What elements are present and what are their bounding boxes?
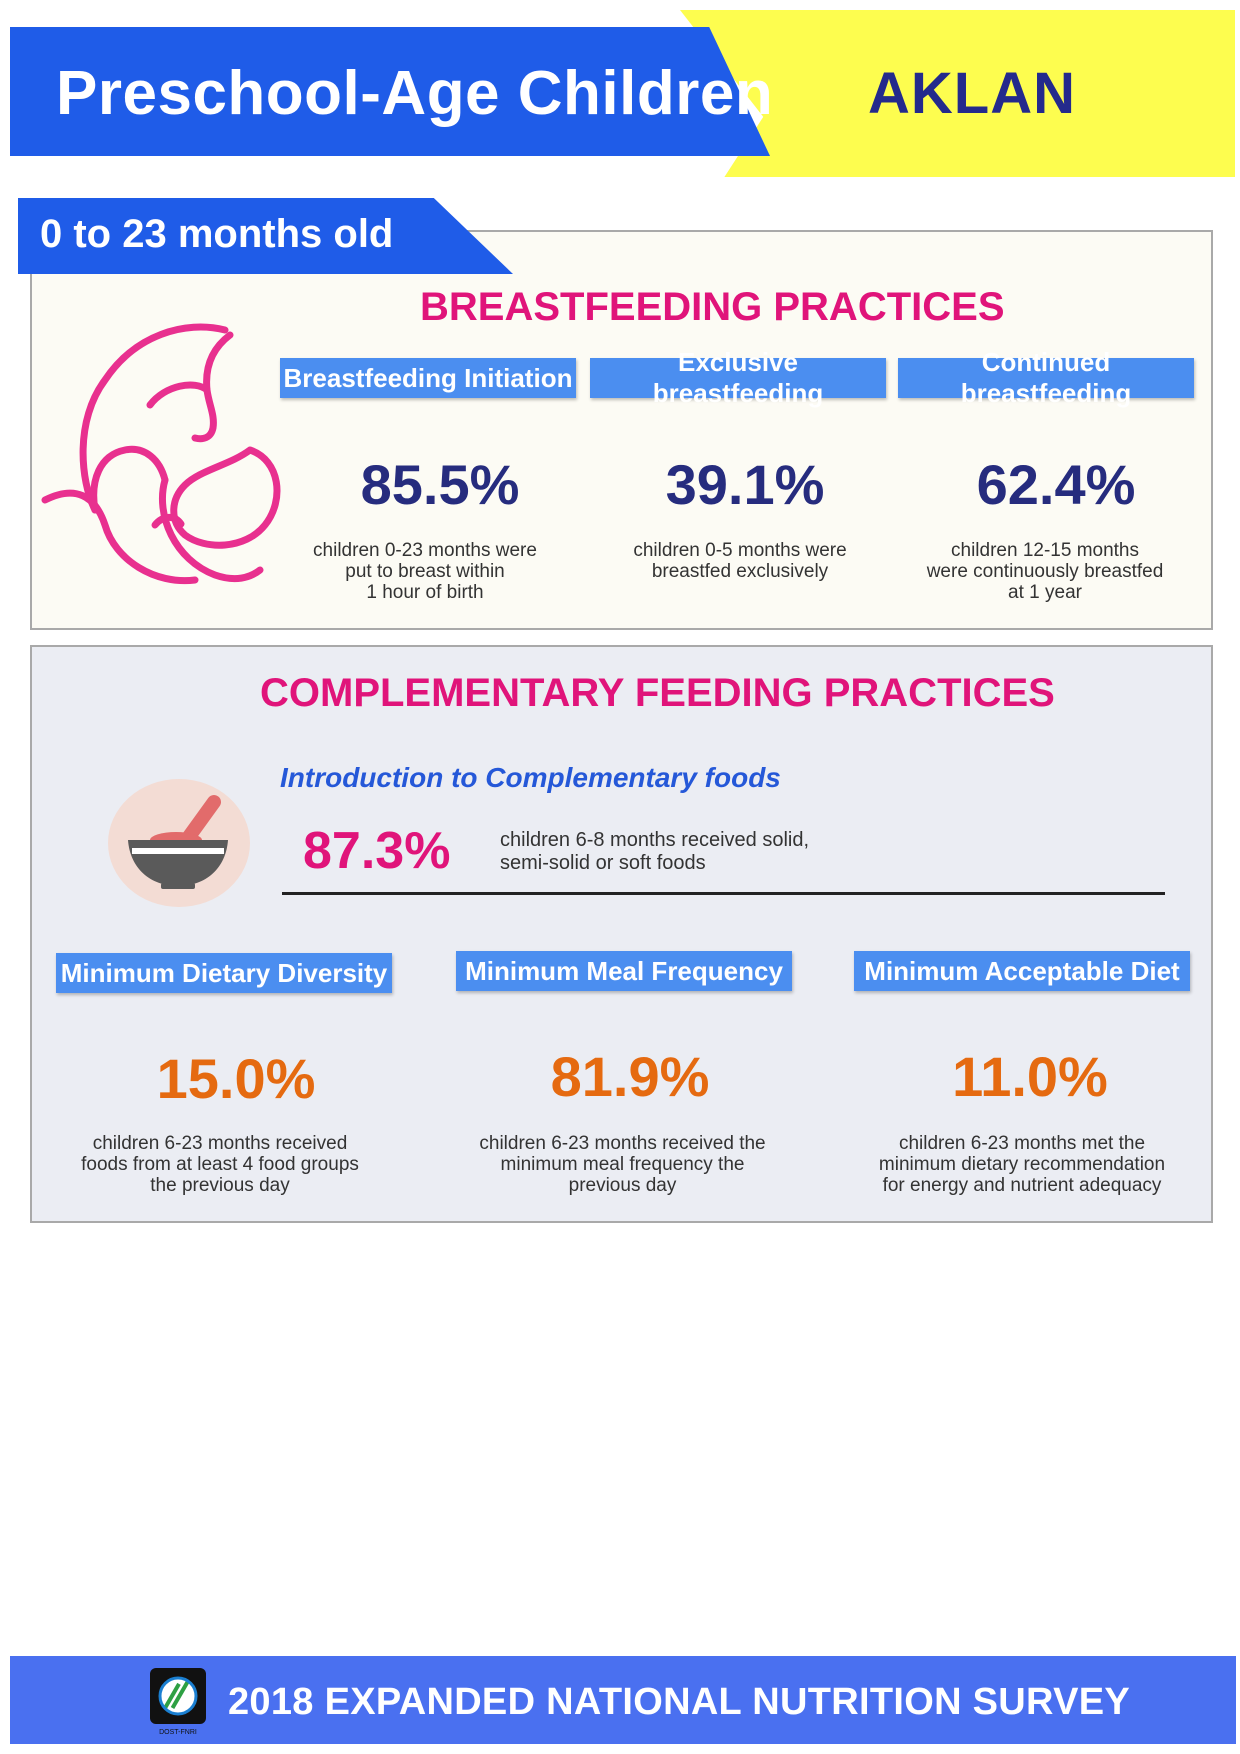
min-dietary-diversity-value: 15.0% — [156, 1047, 316, 1110]
header-blue-band — [10, 27, 770, 156]
dost-fnri-logo-icon: DOST-FNRI — [150, 1668, 206, 1736]
exclusive-breastfeeding-desc: children 0-5 months were breastfed exclu… — [633, 540, 847, 582]
min-meal-frequency-desc: children 6-23 months received the minimu… — [479, 1133, 766, 1196]
min-dietary-diversity-label: Minimum Dietary Diversity — [56, 953, 392, 993]
footer-banner — [10, 1656, 1236, 1744]
mother-baby-icon — [41, 323, 281, 585]
region-title: AKLAN — [868, 61, 1076, 126]
intro-complementary-label: Introduction to Complementary foods — [280, 762, 781, 793]
min-meal-frequency-value: 81.9% — [550, 1045, 710, 1108]
complementary-title: COMPLEMENTARY FEEDING PRACTICES — [260, 671, 1055, 715]
page-title: Preschool-Age Children — [56, 59, 774, 128]
breastfeeding-initiation-desc: children 0-23 months were put to breast … — [313, 540, 537, 603]
complementary-panel — [30, 645, 1213, 1223]
continued-breastfeeding-desc: children 12-15 months were continuously … — [926, 540, 1164, 603]
continued-breastfeeding-value: 62.4% — [976, 453, 1136, 516]
bowl-spoon-icon — [108, 779, 250, 907]
age-group-label: 0 to 23 months old — [40, 212, 394, 256]
header-yellow-band — [680, 10, 1235, 177]
breastfeeding-initiation-value: 85.5% — [360, 453, 520, 516]
breastfeeding-title: BREASTFEEDING PRACTICES — [420, 285, 1005, 329]
min-acceptable-diet-label: Minimum Acceptable Diet — [854, 951, 1190, 991]
exclusive-breastfeeding-value: 39.1% — [665, 453, 825, 516]
intro-complementary-desc: children 6-8 months received solid, semi… — [500, 829, 810, 874]
breastfeeding-panel — [30, 230, 1213, 630]
continued-breastfeeding-label: Continued breastfeeding — [898, 347, 1194, 408]
age-group-tab — [18, 198, 513, 274]
footer-title: 2018 EXPANDED NATIONAL NUTRITION SURVEY — [228, 1681, 1131, 1723]
min-dietary-diversity-desc: children 6-23 months received foods from… — [81, 1133, 359, 1196]
intro-complementary-value: 87.3% — [303, 822, 451, 880]
logo-caption: DOST-FNRI — [159, 1729, 197, 1736]
exclusive-breastfeeding-label: Exclusive breastfeeding — [590, 347, 886, 408]
min-acceptable-diet-value: 11.0% — [952, 1045, 1108, 1108]
breastfeeding-initiation-label: Breastfeeding Initiation — [280, 358, 576, 398]
min-meal-frequency-label: Minimum Meal Frequency — [456, 951, 792, 991]
min-acceptable-diet-desc: children 6-23 months met the minimum die… — [878, 1133, 1166, 1196]
divider — [282, 892, 1165, 895]
